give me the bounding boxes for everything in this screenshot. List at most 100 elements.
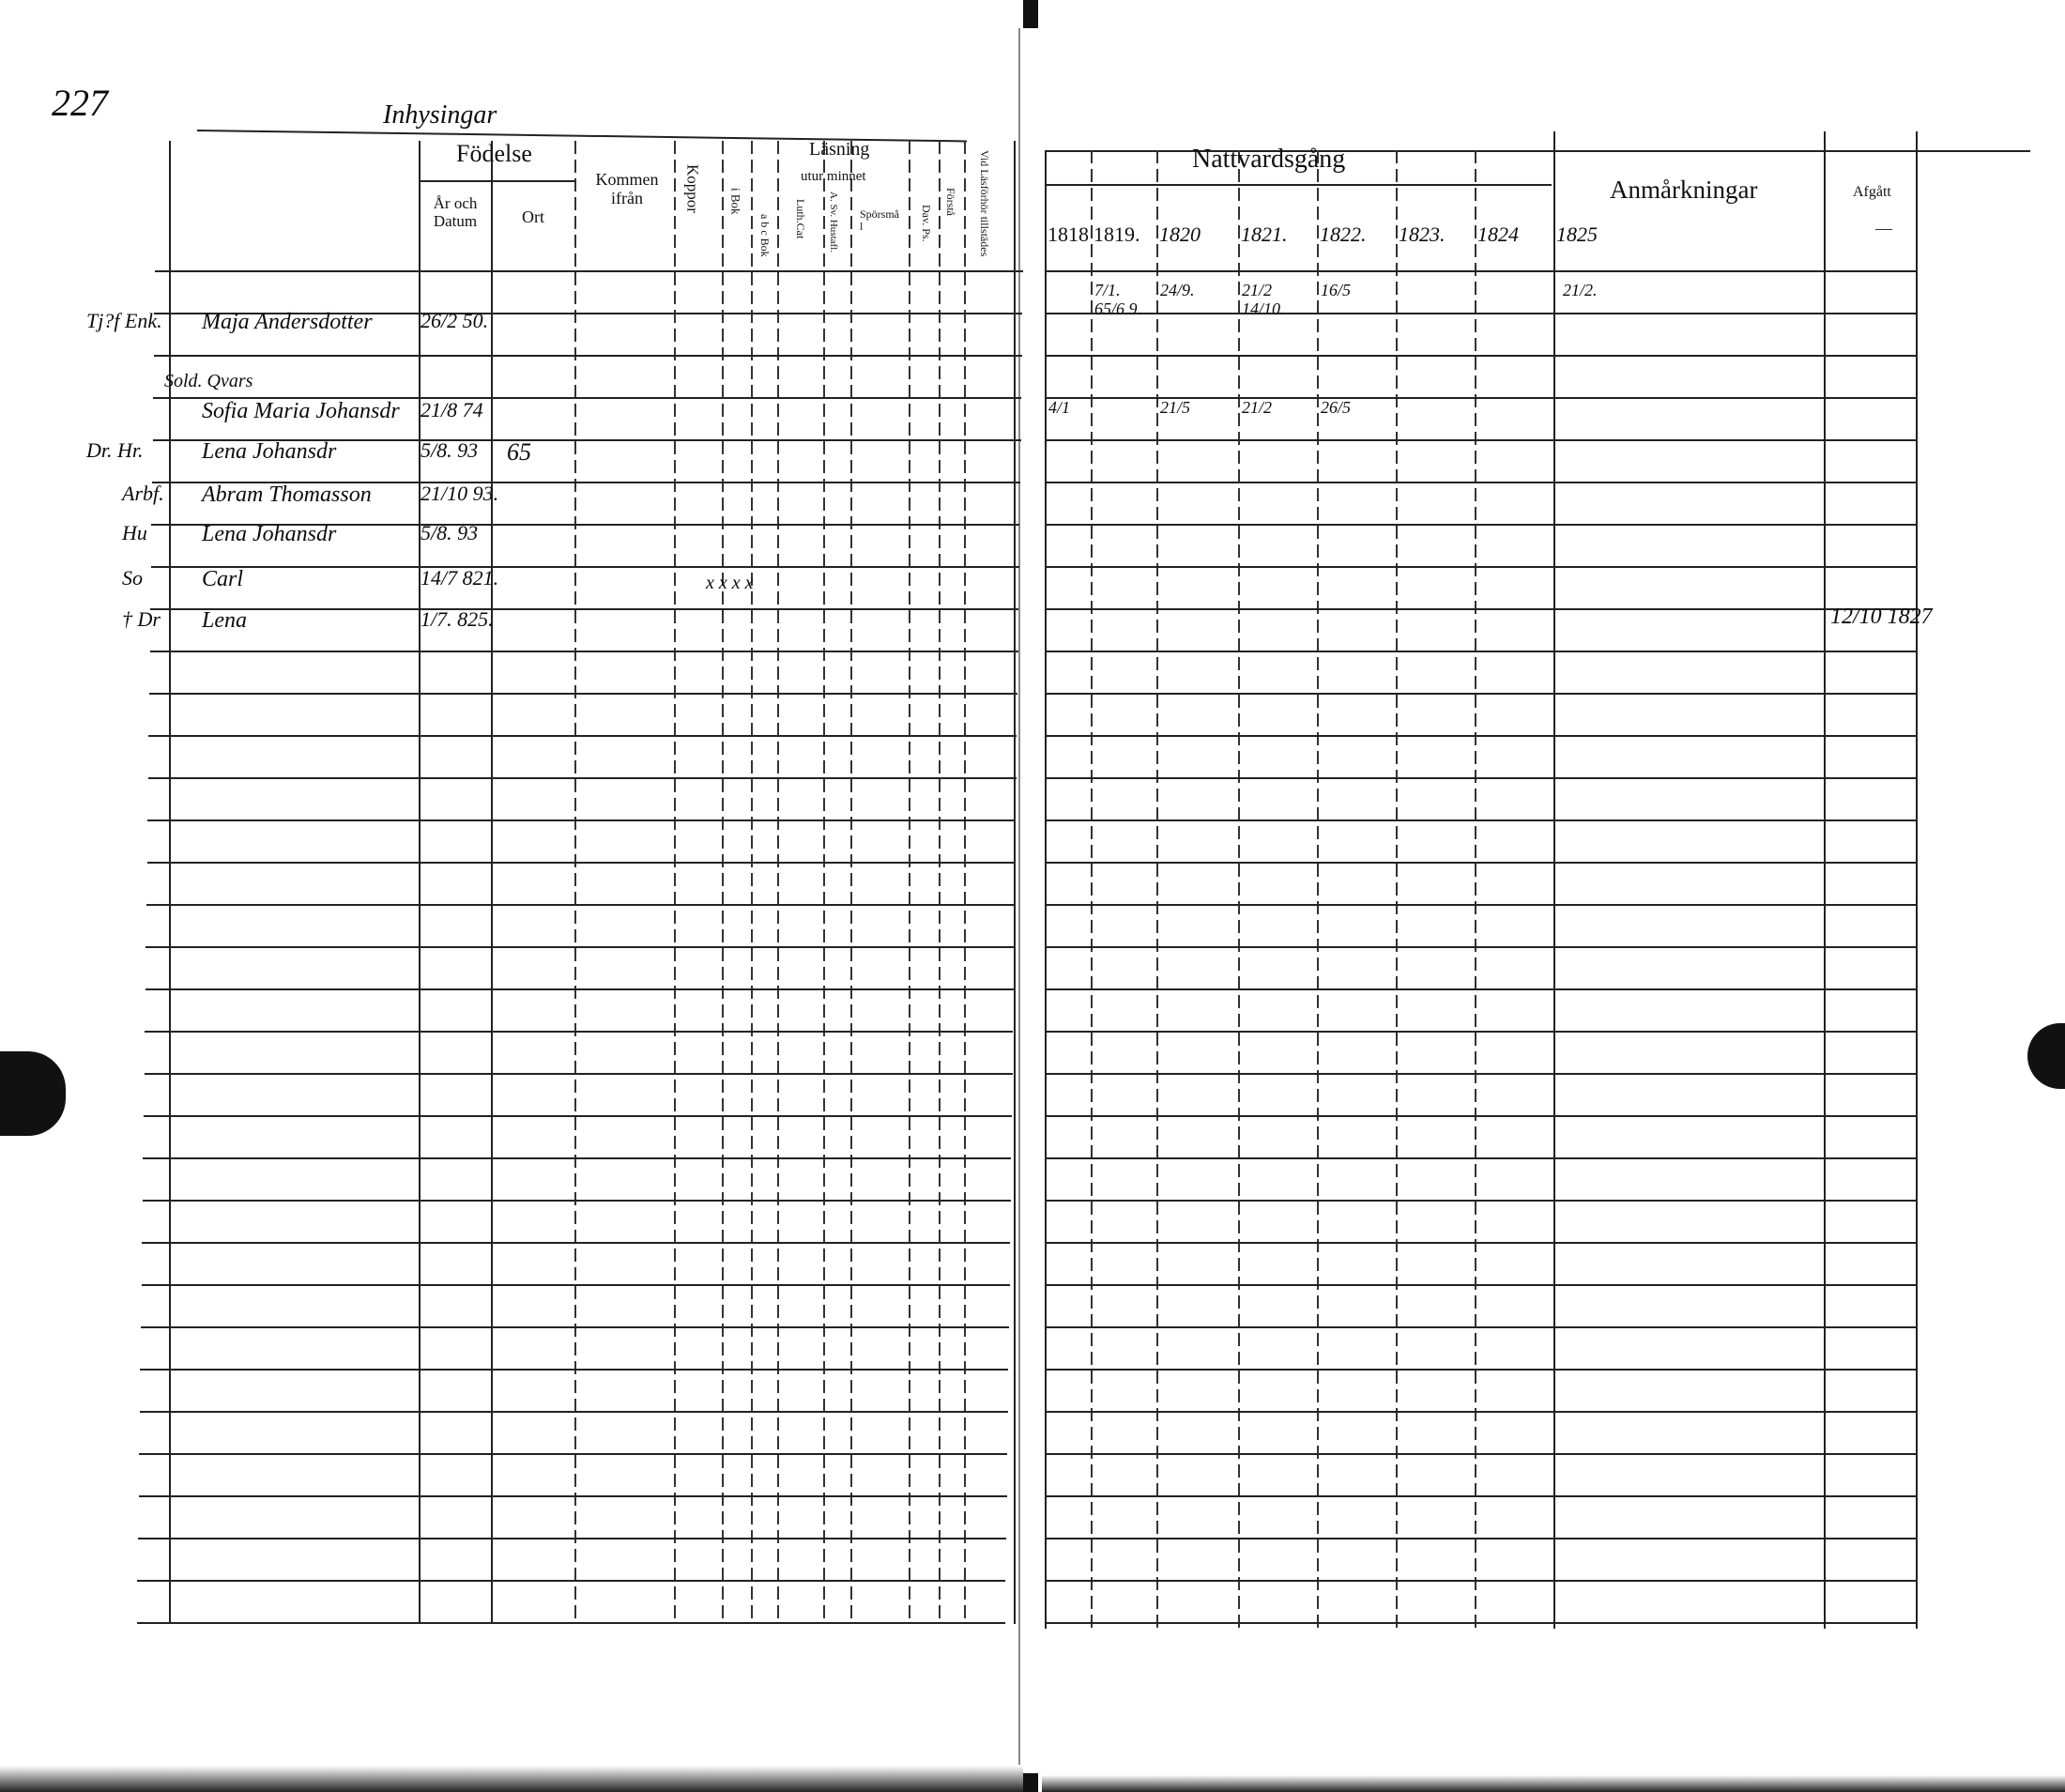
- column-rule: [823, 141, 825, 1624]
- header-koppor: Koppor: [683, 164, 702, 213]
- row-rule: [137, 1580, 1006, 1582]
- entry-birth-date: 26/2 50.: [421, 309, 489, 332]
- row-rule: [153, 397, 1022, 399]
- column-rule: [850, 141, 852, 1624]
- column-rule: [1916, 131, 1918, 1629]
- entry-reading-marks: x x x x: [706, 573, 754, 593]
- row-rule: [1045, 1538, 1918, 1539]
- row-rule: [1045, 1622, 1918, 1624]
- row-rule: [1045, 1031, 1918, 1033]
- entry-name: Lena Johansdr: [202, 439, 337, 464]
- year-header-3: 1821.: [1241, 222, 1288, 246]
- row-rule: [155, 270, 1023, 272]
- row-rule: [139, 1411, 1008, 1413]
- row-rule: [152, 439, 1021, 441]
- row-rule: [1045, 1453, 1918, 1455]
- entry-birth-date: 5/8. 93: [421, 521, 479, 544]
- communion-date-y1825: 21/2.: [1563, 281, 1598, 299]
- row-rule: [146, 862, 1016, 864]
- row-rule: [145, 988, 1014, 990]
- page-number: 227: [52, 82, 108, 124]
- row-rule: [154, 313, 1023, 314]
- row-rule: [144, 1073, 1013, 1075]
- column-rule: [1553, 131, 1555, 1629]
- column-rule: [1475, 150, 1476, 1629]
- book-spine-top: [1023, 0, 1038, 28]
- column-rule: [1014, 141, 1016, 1624]
- entry-birth-date: 1/7. 825.: [421, 607, 494, 631]
- column-rule: [964, 141, 966, 1624]
- entry-prefix: † Dr: [122, 607, 161, 631]
- entry-name: Abram Thomasson: [202, 482, 372, 507]
- entry-prefix: Sold. Qvars: [164, 371, 253, 391]
- header-sv-hustafla: A. Sv. Hustafl.: [828, 191, 840, 253]
- row-rule: [140, 1369, 1009, 1371]
- book-spine-bottom: [1023, 1773, 1038, 1792]
- column-rule: [909, 141, 910, 1624]
- row-rule: [1045, 651, 1918, 652]
- column-rule: [751, 141, 753, 1624]
- header-top-rule: [1045, 150, 2030, 152]
- row-rule: [145, 1031, 1014, 1033]
- row-rule: [142, 1242, 1011, 1244]
- entry-name: Lena Johansdr: [202, 522, 337, 546]
- fodelse-subrule: [419, 180, 574, 182]
- header-vid-lasforhor: Vid Läsförhör tillstädes: [978, 150, 992, 257]
- year-header-6: 1824: [1477, 222, 1519, 246]
- communion-date-y1819: 7/1. 65/6.9.: [1094, 281, 1142, 318]
- communion-date-y1822: 26/5: [1321, 398, 1352, 417]
- column-rule: [1045, 150, 1047, 1629]
- binding-clip-left: [0, 1051, 66, 1136]
- column-rule: [574, 141, 576, 1624]
- column-rule: [1824, 131, 1826, 1629]
- row-rule: [147, 777, 1017, 779]
- row-rule: [1045, 946, 1918, 948]
- entry-prefix: Tj?f Enk.: [86, 309, 162, 332]
- column-rule: [1317, 150, 1319, 1629]
- row-rule: [1045, 693, 1918, 695]
- row-rule: [150, 608, 1019, 610]
- row-rule: [146, 904, 1015, 906]
- entry-birth-date: 14/7 821.: [421, 566, 499, 590]
- year-header-4: 1822.: [1320, 222, 1367, 246]
- entry-name: Lena: [202, 608, 247, 633]
- row-rule: [136, 1622, 1005, 1624]
- year-header-2: 1820: [1159, 222, 1201, 246]
- entry-prefix: Hu: [122, 521, 147, 544]
- communion-date-y1821: 21/2 14/10.: [1242, 281, 1285, 318]
- row-rule: [1045, 524, 1918, 526]
- entry-birth-date: 5/8. 93: [421, 438, 479, 462]
- row-rule: [1045, 482, 1918, 483]
- column-rule: [722, 141, 724, 1624]
- communion-date-y1820: 24/9.: [1160, 281, 1195, 299]
- row-rule: [1045, 355, 1918, 357]
- communion-date-y1820: 21/5: [1160, 398, 1191, 417]
- header-ar-och-datum: År och Datum: [433, 194, 478, 230]
- column-rule: [939, 141, 941, 1624]
- communion-date-y1822: 16/5: [1321, 281, 1352, 299]
- entry-birth-place: 65: [507, 438, 531, 466]
- row-rule: [149, 693, 1017, 695]
- column-rule: [491, 141, 493, 1624]
- header-lasning: Läsning: [809, 139, 870, 160]
- row-rule: [1045, 1580, 1918, 1582]
- row-rule: [1045, 1495, 1918, 1497]
- header-utur-minnet: utur minnet: [801, 169, 866, 184]
- column-rule: [674, 141, 676, 1624]
- row-rule: [1045, 819, 1918, 821]
- row-rule: [1045, 1369, 1918, 1371]
- departure-date: 12/10 1827: [1830, 605, 1933, 629]
- header-afgatt-dash: —: [1875, 219, 1892, 237]
- entry-prefix: Dr. Hr.: [86, 438, 144, 462]
- page-edge-right: [1042, 1775, 2065, 1792]
- row-rule: [1045, 608, 1918, 610]
- row-rule: [1045, 397, 1918, 399]
- row-rule: [1045, 1284, 1918, 1286]
- entry-name: Maja Andersdotter: [202, 310, 373, 334]
- row-rule: [144, 1115, 1012, 1117]
- column-rule: [1156, 150, 1158, 1629]
- nattvard-subrule: [1045, 184, 1552, 186]
- communion-date-y1818: 4/1: [1048, 398, 1071, 417]
- row-rule: [139, 1453, 1008, 1455]
- row-rule: [1045, 1115, 1918, 1117]
